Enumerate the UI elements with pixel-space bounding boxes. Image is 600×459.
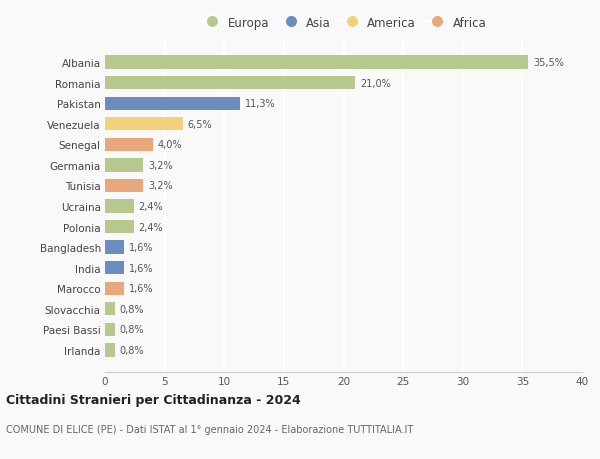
- Text: Cittadini Stranieri per Cittadinanza - 2024: Cittadini Stranieri per Cittadinanza - 2…: [6, 393, 301, 406]
- Text: 1,6%: 1,6%: [129, 242, 154, 252]
- Bar: [105, 200, 134, 213]
- Text: 21,0%: 21,0%: [360, 78, 391, 89]
- Bar: [105, 159, 143, 172]
- Bar: [105, 220, 134, 234]
- Legend: Europa, Asia, America, Africa: Europa, Asia, America, Africa: [198, 14, 489, 32]
- Bar: [105, 118, 182, 131]
- Text: 0,8%: 0,8%: [119, 304, 144, 314]
- Text: COMUNE DI ELICE (PE) - Dati ISTAT al 1° gennaio 2024 - Elaborazione TUTTITALIA.I: COMUNE DI ELICE (PE) - Dati ISTAT al 1° …: [6, 424, 413, 434]
- Bar: [105, 56, 529, 70]
- Text: 35,5%: 35,5%: [533, 58, 564, 68]
- Bar: [105, 343, 115, 357]
- Bar: [105, 138, 152, 151]
- Text: 11,3%: 11,3%: [245, 99, 275, 109]
- Text: 1,6%: 1,6%: [129, 263, 154, 273]
- Text: 0,8%: 0,8%: [119, 325, 144, 335]
- Bar: [105, 323, 115, 336]
- Text: 3,2%: 3,2%: [148, 161, 173, 171]
- Bar: [105, 77, 355, 90]
- Text: 3,2%: 3,2%: [148, 181, 173, 191]
- Text: 1,6%: 1,6%: [129, 284, 154, 294]
- Text: 4,0%: 4,0%: [157, 140, 182, 150]
- Bar: [105, 97, 240, 111]
- Bar: [105, 262, 124, 275]
- Text: 0,8%: 0,8%: [119, 345, 144, 355]
- Text: 6,5%: 6,5%: [187, 119, 212, 129]
- Bar: [105, 179, 143, 193]
- Bar: [105, 282, 124, 295]
- Text: 2,4%: 2,4%: [139, 222, 163, 232]
- Text: 2,4%: 2,4%: [139, 202, 163, 212]
- Bar: [105, 302, 115, 316]
- Bar: [105, 241, 124, 254]
